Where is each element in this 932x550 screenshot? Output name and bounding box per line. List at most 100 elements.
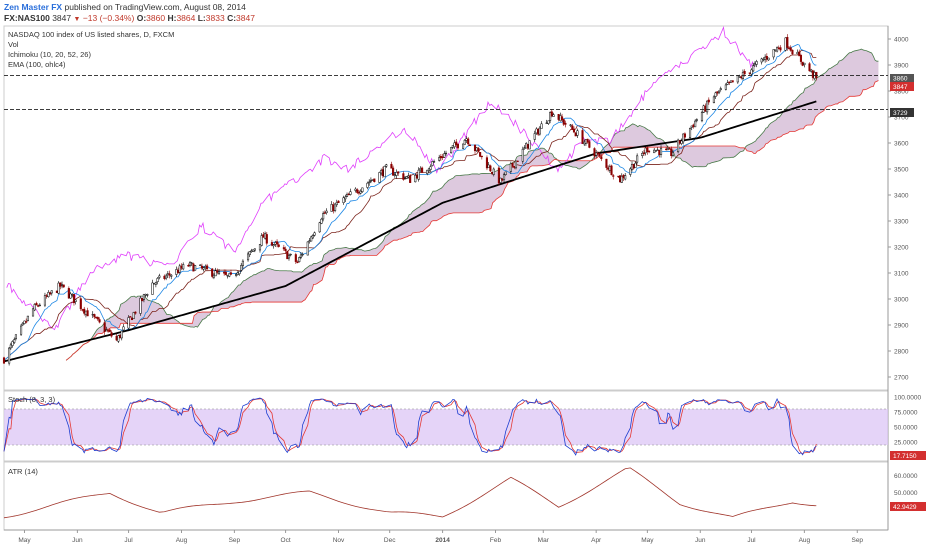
candle-body [217, 271, 221, 274]
candle-body [57, 282, 60, 294]
candle-body [617, 175, 620, 178]
candle-body [608, 166, 611, 171]
candle-body [55, 290, 58, 293]
candle-body [796, 52, 799, 55]
candle-body [492, 168, 495, 175]
candle-body [23, 320, 26, 324]
price-tick-label: 3100 [894, 271, 909, 278]
candle-body [144, 293, 147, 296]
candle-body [718, 90, 721, 94]
candle-body [610, 165, 613, 176]
atr-pane-title[interactable]: ATR (14) [8, 467, 38, 476]
candle-body [381, 169, 384, 177]
candle-body [438, 157, 441, 161]
low-label: L: [197, 13, 206, 23]
close-label: C: [227, 13, 237, 23]
candle-body [586, 138, 589, 143]
low-value: 3833 [205, 13, 225, 23]
candle-body [753, 63, 756, 66]
stoch-pane-title[interactable]: Stoch (8, 3, 3) [8, 395, 56, 404]
candle-body [513, 166, 516, 168]
candle-body [98, 319, 101, 323]
candle-body [110, 332, 113, 337]
candle-body [33, 304, 36, 311]
candle-body [624, 175, 627, 180]
candle-body [118, 334, 122, 339]
candle-body [619, 175, 622, 183]
candle-body [69, 293, 72, 299]
candle-body [581, 130, 584, 144]
candle-body [504, 171, 507, 175]
candle-body [83, 308, 86, 314]
candle-body [392, 167, 395, 176]
candle-body [165, 275, 168, 279]
time-tick-label: Aug [176, 537, 188, 544]
line-price-box [890, 108, 914, 117]
candle-body [20, 325, 23, 335]
candle-body [562, 119, 565, 125]
symbol-label[interactable]: FX:NAS100 [4, 13, 50, 23]
candle-body [549, 112, 552, 121]
candle-body [84, 310, 87, 315]
price-axis[interactable]: 4000 3900 3800 3700 3600 3500 3400 3300 3200 3100… [888, 37, 921, 498]
candle-body [612, 175, 615, 177]
candle-body [390, 163, 393, 169]
candle-body [139, 297, 142, 314]
candle-body [246, 253, 250, 261]
candle-body [248, 251, 251, 256]
candle-body [439, 156, 442, 159]
candle-body [762, 58, 765, 61]
ichimoku-cloud [65, 48, 879, 361]
candle-body [25, 321, 28, 323]
candle-body [202, 267, 205, 270]
candle-body [264, 233, 267, 239]
time-tick-label: Oct [281, 537, 291, 544]
candle-body [501, 178, 504, 181]
candle-body [228, 273, 231, 277]
candle-body [142, 294, 145, 300]
high-label: H: [167, 13, 177, 23]
candle-body [349, 191, 352, 195]
candle-body [491, 171, 494, 174]
time-axis[interactable]: May Jun Jul Aug Sep Oct Nov Dec 2014 Feb Mar Apr May… [18, 530, 863, 544]
candle-body [79, 298, 82, 310]
candle-body [431, 161, 434, 166]
candle-body [43, 295, 47, 306]
candle-body [695, 119, 698, 121]
candle-body [593, 148, 596, 157]
time-tick-label: May [18, 537, 31, 544]
candle-body [38, 304, 41, 307]
candle-body [378, 172, 381, 183]
publisher-link[interactable]: Zen Master FX [4, 2, 63, 12]
candle-body [750, 69, 753, 75]
candle-body [236, 272, 239, 276]
price-tick-label: 3800 [894, 89, 909, 96]
candle-body [726, 82, 729, 85]
candle-body [277, 244, 280, 247]
indicator-ichimoku[interactable]: Ichimoku (10, 20, 52, 26) [8, 50, 91, 59]
candle-body [311, 235, 314, 239]
candle-body [93, 314, 96, 318]
indicator-ema[interactable]: EMA (100, ohlc4) [8, 60, 66, 69]
cloud-area [66, 49, 879, 361]
candle-body [81, 309, 84, 311]
candle-body [117, 335, 120, 342]
senkou-span-b-line [65, 80, 879, 361]
candle-body [671, 151, 675, 156]
candle-body [450, 147, 453, 154]
candle-body [596, 152, 599, 155]
candle-body [313, 232, 316, 236]
candle-body [523, 147, 526, 149]
candle-body [514, 160, 518, 169]
indicator-vol[interactable]: Vol [8, 40, 19, 49]
candle-body [45, 295, 48, 297]
candle-body [571, 125, 574, 130]
candle-body [330, 204, 333, 212]
horizontal-lines[interactable] [4, 74, 888, 110]
candle-body [335, 202, 338, 206]
candle-body [521, 148, 524, 162]
candle-body [421, 167, 424, 173]
open-value: 3860 [146, 13, 166, 23]
candle-body [453, 142, 456, 148]
